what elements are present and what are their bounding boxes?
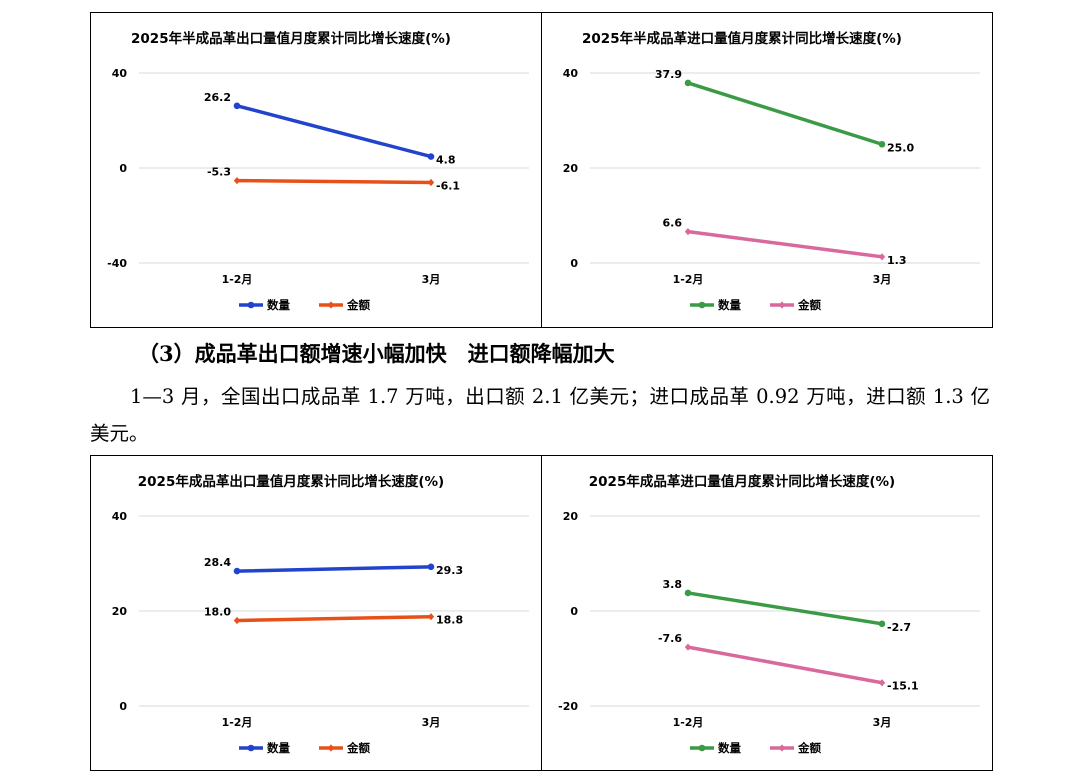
y-tick-label: 0 bbox=[119, 700, 127, 713]
data-point-0-0 bbox=[684, 589, 692, 597]
legend-marker bbox=[698, 744, 706, 752]
data-point-0-1 bbox=[427, 153, 435, 160]
chart-title: 2025年成品革进口量值月度累计同比增长速度(%) bbox=[589, 473, 895, 490]
data-point-1-0 bbox=[684, 643, 692, 651]
data-label: 26.2 bbox=[204, 91, 231, 104]
data-label: 37.9 bbox=[655, 68, 682, 81]
legend-marker bbox=[327, 301, 335, 309]
y-tick-label: 20 bbox=[563, 510, 579, 523]
legend-item-0: 数量 bbox=[690, 298, 741, 312]
series-line-1 bbox=[686, 229, 884, 259]
legend-marker bbox=[327, 744, 335, 752]
y-tick-label: 0 bbox=[570, 605, 578, 618]
data-point-0-0 bbox=[684, 79, 692, 87]
chart-finished-import: 2025年成品革进口量值月度累计同比增长速度(%) -20 0 20 1-2月 3月 3.8… bbox=[558, 473, 980, 755]
data-label: -6.1 bbox=[436, 179, 460, 192]
data-label: -2.7 bbox=[887, 621, 911, 634]
chart-title: 2025年半成品革进口量值月度累计同比增长速度(%) bbox=[582, 30, 902, 47]
data-label: 29.3 bbox=[436, 564, 463, 577]
legend-marker bbox=[247, 744, 255, 752]
data-point-1-1 bbox=[427, 178, 435, 187]
x-tick-label: 3月 bbox=[873, 273, 892, 286]
chart-panel-finished-export: 2025年成品革出口量值月度累计同比增长速度(%) 0 20 40 1-2月 3月 28.4… bbox=[90, 455, 542, 771]
legend-item-1: 金额 bbox=[770, 741, 821, 755]
data-point-0-0 bbox=[233, 567, 241, 575]
data-point-1-0 bbox=[233, 616, 241, 625]
data-point-1-1 bbox=[878, 253, 886, 261]
y-tick-label: 20 bbox=[563, 162, 579, 175]
legend-item-1: 金额 bbox=[770, 298, 821, 312]
x-tick-label: 3月 bbox=[422, 273, 441, 286]
legend-item-0: 数量 bbox=[239, 741, 290, 755]
legend-label: 金额 bbox=[797, 298, 821, 312]
data-point-0-1 bbox=[878, 140, 886, 148]
data-point-1-1 bbox=[878, 679, 886, 687]
data-label: 18.0 bbox=[204, 606, 231, 619]
series-line-0 bbox=[235, 565, 433, 573]
x-tick-label: 1-2月 bbox=[222, 716, 253, 729]
series-line-0 bbox=[686, 591, 884, 626]
legend-label: 数量 bbox=[718, 298, 741, 312]
data-label: 4.8 bbox=[436, 154, 456, 167]
section-paragraph: 1—3 月，全国出口成品革 1.7 万吨，出口额 2.1 亿美元；进口成品革 0… bbox=[90, 385, 990, 445]
y-tick-label: -40 bbox=[107, 257, 127, 270]
x-tick-label: 1-2月 bbox=[222, 273, 253, 286]
chart-finished-export: 2025年成品革出口量值月度累计同比增长速度(%) 0 20 40 1-2月 3月 28.4… bbox=[112, 473, 529, 755]
data-label: -5.3 bbox=[207, 166, 231, 179]
legend-marker bbox=[247, 301, 255, 309]
section-heading: （3）成品革出口额增速小幅加快 进口额降幅加大 bbox=[138, 341, 615, 366]
legend-label: 数量 bbox=[267, 741, 290, 755]
chart-semi-export: 2025年半成品革出口量值月度累计同比增长速度(%) -40 0 40 1-2月 3月 26… bbox=[107, 30, 529, 312]
data-point-1-0 bbox=[233, 176, 241, 185]
legend-marker bbox=[698, 301, 706, 309]
data-point-0-1 bbox=[878, 620, 886, 628]
chart-semi-import: 2025年半成品革进口量值月度累计同比增长速度(%) 0 20 40 1-2月 3月 37.… bbox=[563, 30, 980, 312]
data-label: 1.3 bbox=[887, 254, 907, 267]
y-tick-label: 40 bbox=[563, 67, 579, 80]
series-line-1 bbox=[686, 645, 884, 685]
x-tick-label: 3月 bbox=[873, 716, 892, 729]
data-label: 28.4 bbox=[204, 556, 231, 569]
legend-item-1: 金额 bbox=[319, 298, 370, 312]
legend-item-0: 数量 bbox=[690, 741, 741, 755]
y-tick-label: 40 bbox=[112, 67, 128, 80]
legend-item-0: 数量 bbox=[239, 298, 290, 312]
data-point-1-1 bbox=[427, 613, 435, 621]
legend-label: 金额 bbox=[346, 741, 370, 755]
legend-label: 金额 bbox=[346, 298, 370, 312]
data-point-0-1 bbox=[427, 563, 435, 571]
legend-marker bbox=[778, 301, 786, 309]
x-tick-label: 1-2月 bbox=[673, 716, 704, 729]
legend-item-1: 金额 bbox=[319, 741, 370, 755]
data-label: -15.1 bbox=[887, 680, 919, 693]
chart-panel-semi-import: 2025年半成品革进口量值月度累计同比增长速度(%) 0 20 40 1-2月 3月 37.… bbox=[541, 12, 993, 328]
x-tick-label: 3月 bbox=[422, 716, 441, 729]
data-point-1-0 bbox=[684, 228, 692, 236]
chart-panel-finished-import: 2025年成品革进口量值月度累计同比增长速度(%) -20 0 20 1-2月 3月 3.8… bbox=[541, 455, 993, 771]
series-line-1 bbox=[235, 178, 433, 185]
series-line-0 bbox=[686, 81, 884, 146]
y-tick-label: 40 bbox=[112, 510, 128, 523]
series-line-0 bbox=[235, 104, 433, 159]
y-tick-label: -20 bbox=[558, 700, 578, 713]
legend-label: 金额 bbox=[797, 741, 821, 755]
data-label: 25.0 bbox=[887, 141, 914, 154]
chart-panel-semi-export: 2025年半成品革出口量值月度累计同比增长速度(%) -40 0 40 1-2月 3月 26… bbox=[90, 12, 542, 328]
legend-label: 数量 bbox=[267, 298, 290, 312]
chart-title: 2025年半成品革出口量值月度累计同比增长速度(%) bbox=[131, 30, 451, 47]
y-tick-label: 0 bbox=[119, 162, 127, 175]
chart-title: 2025年成品革出口量值月度累计同比增长速度(%) bbox=[138, 473, 444, 490]
data-label: 3.8 bbox=[663, 578, 683, 591]
data-label: -7.6 bbox=[658, 632, 682, 645]
x-tick-label: 1-2月 bbox=[673, 273, 704, 286]
y-tick-label: 0 bbox=[570, 257, 578, 270]
series-line-1 bbox=[235, 614, 433, 623]
legend-marker bbox=[778, 744, 786, 752]
legend-label: 数量 bbox=[718, 741, 741, 755]
y-tick-label: 20 bbox=[112, 605, 128, 618]
data-label: 6.6 bbox=[663, 217, 683, 230]
data-point-0-0 bbox=[233, 102, 241, 110]
data-label: 18.8 bbox=[436, 614, 463, 627]
